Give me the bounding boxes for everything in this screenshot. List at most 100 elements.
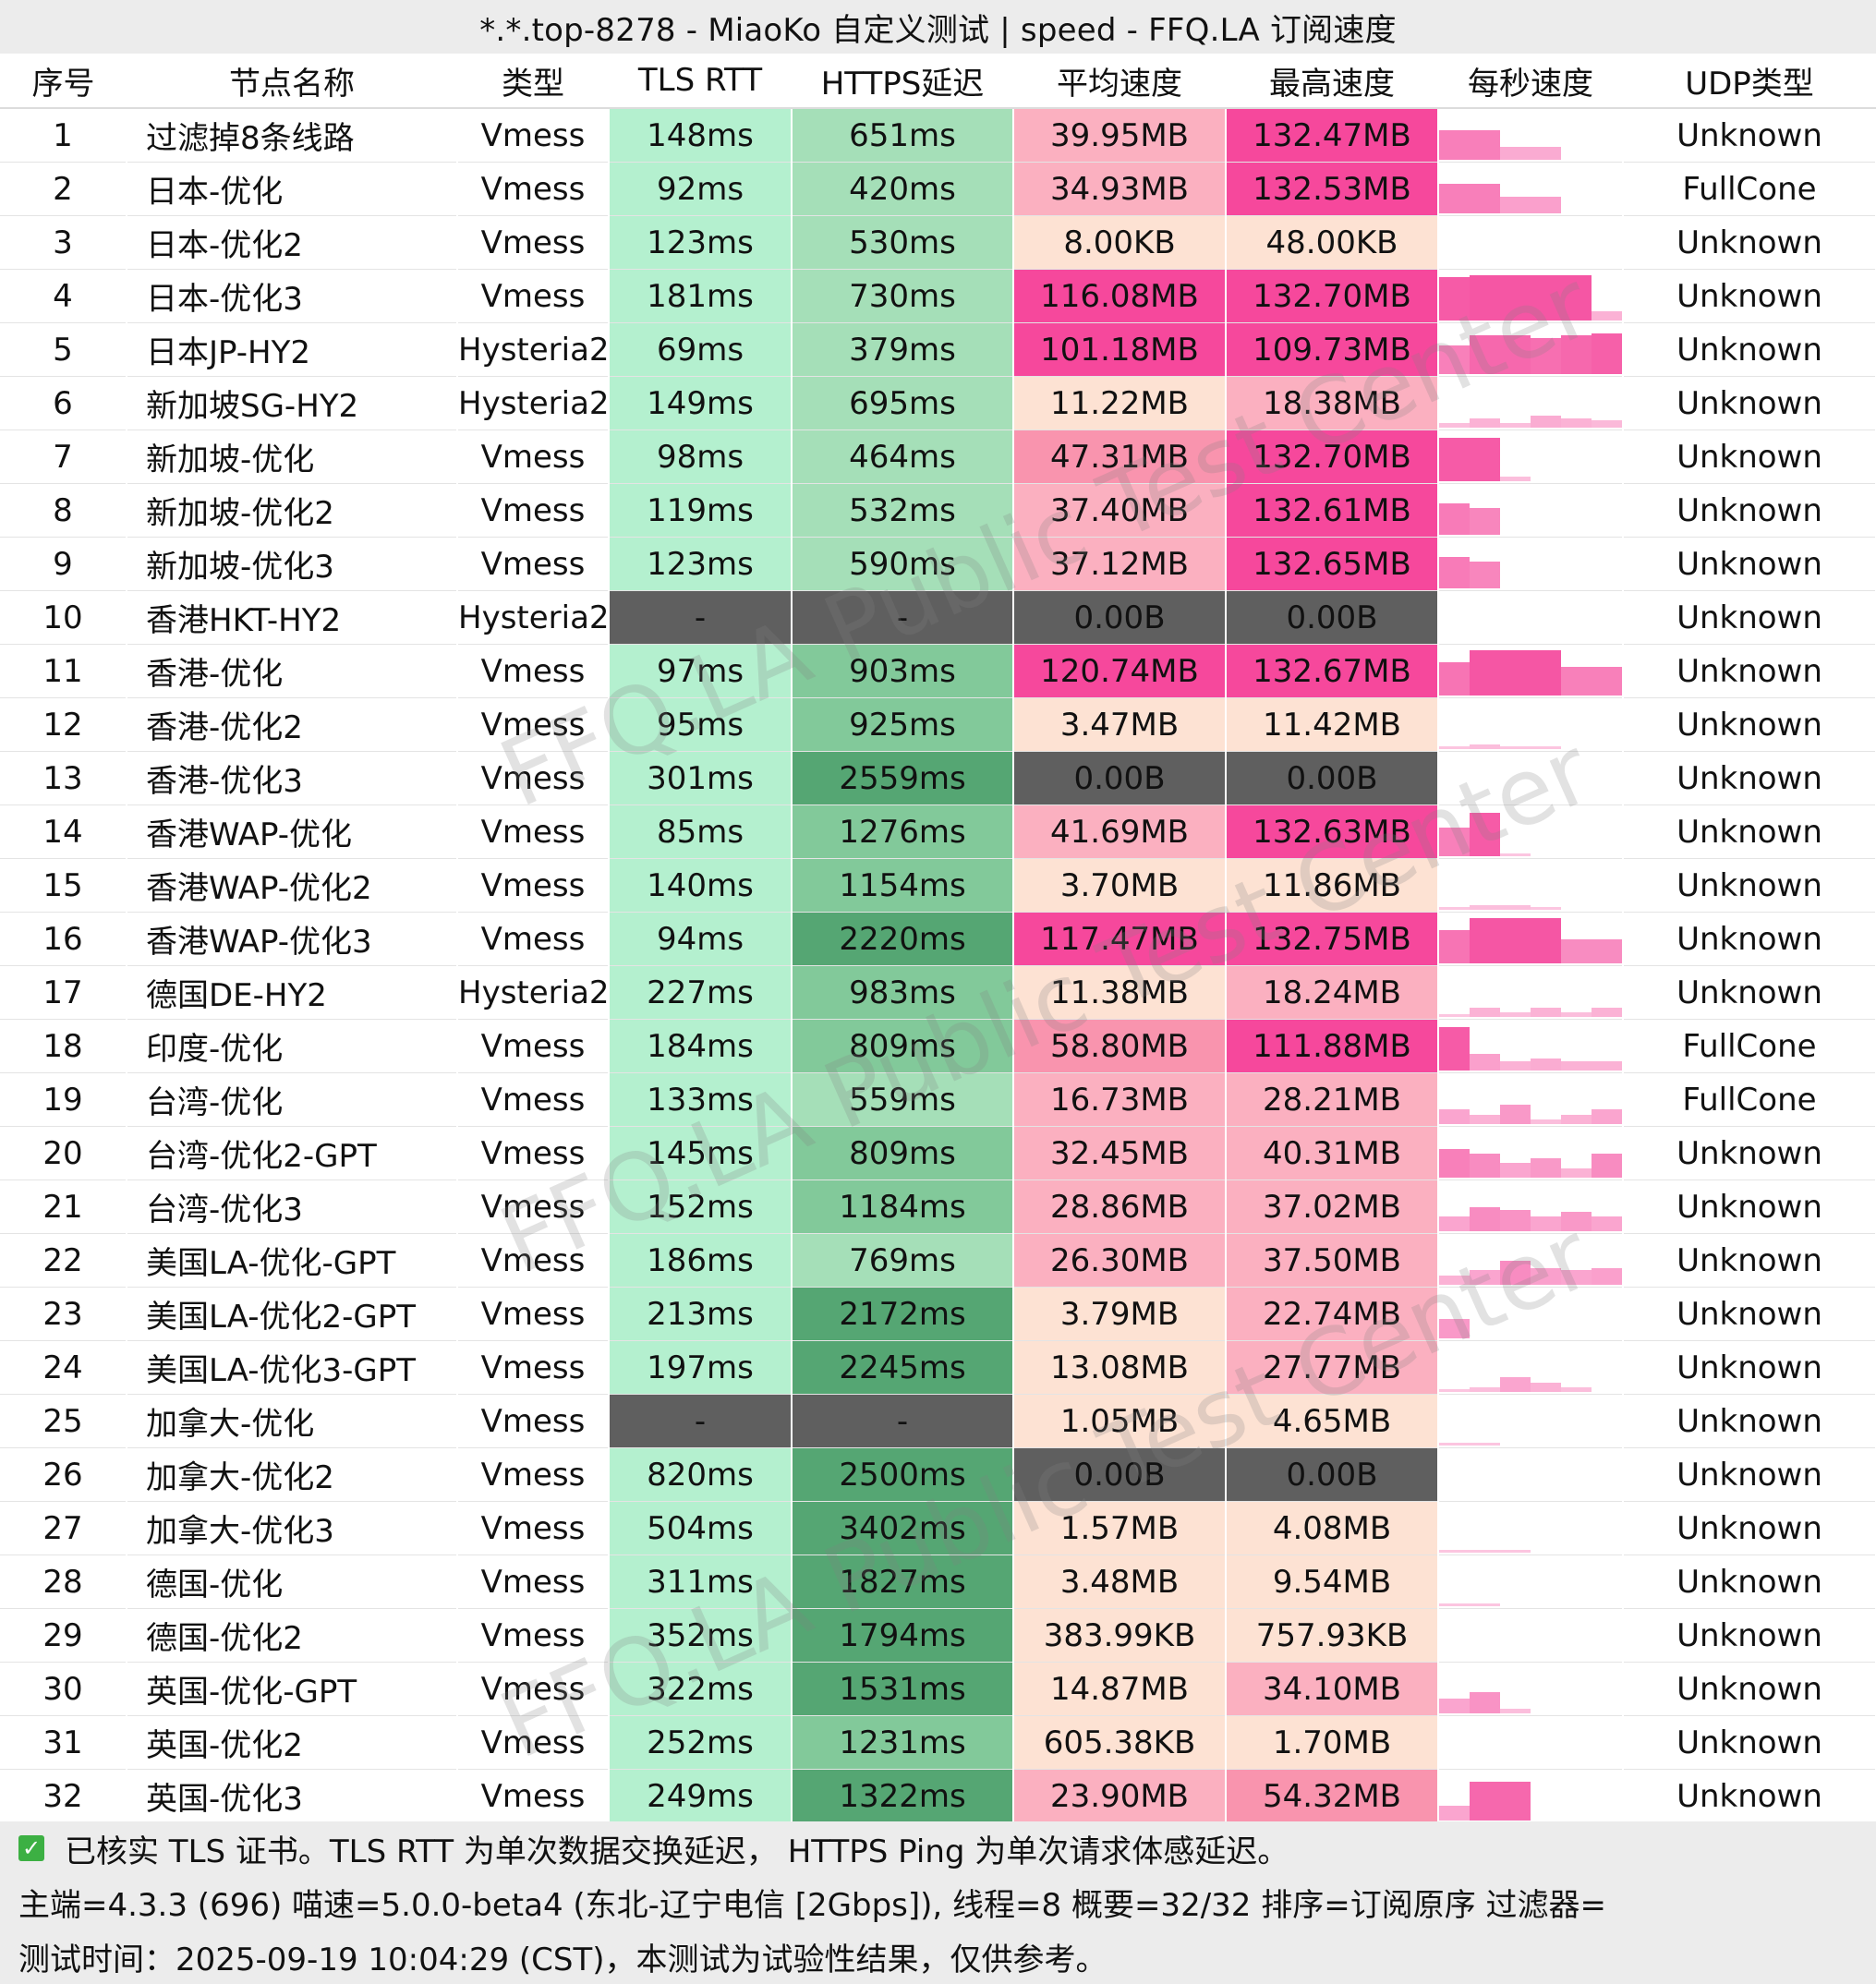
cell-type: Hysteria2 <box>457 322 610 377</box>
sparkline-bar <box>1531 1158 1561 1178</box>
sparkline-bar <box>1470 184 1500 213</box>
per-second-speed-sparkline <box>1438 108 1624 163</box>
cell-tls-rtt: 95ms <box>609 697 793 752</box>
cell-node-name: 印度-优化 <box>127 1019 458 1073</box>
cell-tls-rtt: - <box>609 590 793 645</box>
cell-https-latency: - <box>792 590 1014 645</box>
sparkline-bar <box>1439 1443 1470 1446</box>
cell-node-name: 台湾-优化2-GPT <box>127 1126 458 1180</box>
cell-tls-rtt: 133ms <box>609 1072 793 1127</box>
cell-tls-rtt: 322ms <box>609 1662 793 1716</box>
cell-tls-rtt: 145ms <box>609 1126 793 1180</box>
cell-https-latency: 925ms <box>792 697 1014 752</box>
per-second-speed-sparkline <box>1438 1072 1624 1127</box>
col-header-per-second-speed[interactable]: 每秒速度 <box>1438 54 1623 109</box>
table-row[interactable]: 29 德国-优化2 Vmess 352ms 1794ms 383.99KB 757.93KB… <box>0 1608 1876 1663</box>
cell-tls-rtt: 184ms <box>609 1019 793 1073</box>
sparkline-bar <box>1500 1782 1531 1821</box>
sparkline-bar <box>1561 939 1592 963</box>
table-row[interactable]: 5 日本JP-HY2 Hysteria2 69ms 379ms 101.18MB 109.7… <box>0 322 1876 377</box>
cell-avg-speed: 116.08MB <box>1013 269 1227 323</box>
table-row[interactable]: 9 新加坡-优化3 Vmess 123ms 590ms 37.12MB 132.65MB Un… <box>0 537 1876 591</box>
col-header-node-name[interactable]: 节点名称 <box>127 54 457 109</box>
table-row[interactable]: 26 加拿大-优化2 Vmess 820ms 2500ms 0.00B 0.00B Unkno… <box>0 1447 1876 1502</box>
table-row[interactable]: 24 美国LA-优化3-GPT Vmess 197ms 2245ms 13.08MB 27.… <box>0 1340 1876 1395</box>
table-row[interactable]: 18 印度-优化 Vmess 184ms 809ms 58.80MB 111.88MB Ful… <box>0 1019 1876 1073</box>
sparkline-bar <box>1470 918 1500 963</box>
table-row[interactable]: 11 香港-优化 Vmess 97ms 903ms 120.74MB 132.67MB Unk… <box>0 644 1876 698</box>
table-row[interactable]: 7 新加坡-优化 Vmess 98ms 464ms 47.31MB 132.70MB Unkn… <box>0 429 1876 484</box>
table-row[interactable]: 14 香港WAP-优化 Vmess 85ms 1276ms 41.69MB 132.63MB… <box>0 804 1876 859</box>
col-header-tls-rtt[interactable]: TLS RTT <box>609 54 792 109</box>
table-row[interactable]: 23 美国LA-优化2-GPT Vmess 213ms 2172ms 3.79MB 22.7… <box>0 1287 1876 1341</box>
table-row[interactable]: 13 香港-优化3 Vmess 301ms 2559ms 0.00B 0.00B Unknow… <box>0 751 1876 805</box>
sparkline-bar <box>1500 1210 1531 1231</box>
sparkline-chart <box>1439 918 1621 963</box>
sparkline-bar <box>1500 746 1531 749</box>
col-header-udp-type[interactable]: UDP类型 <box>1623 54 1876 109</box>
sparkline-chart <box>1439 905 1561 910</box>
cell-max-speed: 132.70MB <box>1226 429 1439 484</box>
cell-index: 1 <box>0 108 127 163</box>
cell-index: 11 <box>0 644 127 698</box>
cell-type: Vmess <box>457 483 610 538</box>
table-row[interactable]: 27 加拿大-优化3 Vmess 504ms 3402ms 1.57MB 4.08MB Unk… <box>0 1501 1876 1555</box>
table-row[interactable]: 12 香港-优化2 Vmess 95ms 925ms 3.47MB 11.42MB Unkno… <box>0 697 1876 752</box>
sparkline-chart <box>1439 813 1531 856</box>
per-second-speed-sparkline <box>1438 537 1624 591</box>
cell-udp-type: Unknown <box>1623 751 1876 805</box>
table-row[interactable]: 4 日本-优化3 Vmess 181ms 730ms 116.08MB 132.70MB Un… <box>0 269 1876 323</box>
col-header-max-speed[interactable]: 最高速度 <box>1226 54 1438 109</box>
sparkline-bar <box>1500 1550 1531 1553</box>
table-row[interactable]: 20 台湾-优化2-GPT Vmess 145ms 809ms 32.45MB 40.31M… <box>0 1126 1876 1180</box>
table-row[interactable]: 30 英国-优化-GPT Vmess 322ms 1531ms 14.87MB 34.10M… <box>0 1662 1876 1716</box>
per-second-speed-sparkline <box>1438 1662 1624 1716</box>
cell-max-speed: 28.21MB <box>1226 1072 1439 1127</box>
table-row[interactable]: 3 日本-优化2 Vmess 123ms 530ms 8.00KB 48.00KB Unkno… <box>0 215 1876 270</box>
table-row[interactable]: 25 加拿大-优化 Vmess - -1.05MB 4.65MB Unknown <box>0 1394 1876 1448</box>
cell-node-name: 加拿大-优化3 <box>127 1501 458 1555</box>
table-row[interactable]: 6 新加坡SG-HY2 Hysteria2 149ms 695ms 11.22MB 18.3… <box>0 376 1876 430</box>
sparkline-chart <box>1439 591 1623 644</box>
sparkline-bar <box>1531 1008 1561 1017</box>
cell-tls-rtt: 252ms <box>609 1715 793 1770</box>
cell-index: 30 <box>0 1662 127 1716</box>
cell-udp-type: Unknown <box>1623 804 1876 859</box>
sparkline-bar <box>1439 1806 1470 1821</box>
table-row[interactable]: 19 台湾-优化 Vmess 133ms 559ms 16.73MB 28.21MB Full… <box>0 1072 1876 1127</box>
table-row[interactable]: 2 日本-优化 Vmess 92ms 420ms 34.93MB 132.53MB FullC… <box>0 162 1876 216</box>
col-header-avg-speed[interactable]: 平均速度 <box>1013 54 1226 109</box>
sparkline-bar <box>1439 1109 1470 1124</box>
cell-avg-speed: 3.47MB <box>1013 697 1227 752</box>
sparkline-bar <box>1500 423 1531 428</box>
col-header-https-latency[interactable]: HTTPS延迟 <box>792 54 1013 109</box>
table-row[interactable]: 21 台湾-优化3 Vmess 152ms 1184ms 28.86MB 37.02MB Un… <box>0 1180 1876 1234</box>
table-row[interactable]: 31 英国-优化2 Vmess 252ms 1231ms 605.38KB 1.70MB Un… <box>0 1715 1876 1770</box>
per-second-speed-sparkline <box>1438 858 1624 913</box>
cell-https-latency: 1231ms <box>792 1715 1014 1770</box>
table-row[interactable]: 17 德国DE-HY2 Hysteria2 227ms 983ms 11.38MB 18.2… <box>0 965 1876 1020</box>
cell-max-speed: 37.50MB <box>1226 1233 1439 1288</box>
sparkline-chart <box>1439 1319 1470 1338</box>
cell-type: Vmess <box>457 1072 610 1127</box>
col-header-type[interactable]: 类型 <box>457 54 609 109</box>
table-row[interactable]: 1 过滤掉8条线路 Vmess 148ms 651ms 39.95MB 132.47MB Un… <box>0 108 1876 163</box>
table-row[interactable]: 28 德国-优化 Vmess 311ms 1827ms 3.48MB 9.54MB Unkno… <box>0 1555 1876 1609</box>
col-header-index[interactable]: 序号 <box>0 54 127 109</box>
table-row[interactable]: 8 新加坡-优化2 Vmess 119ms 532ms 37.40MB 132.61MB Un… <box>0 483 1876 538</box>
cell-https-latency: 590ms <box>792 537 1014 591</box>
cell-max-speed: 132.65MB <box>1226 537 1439 591</box>
table-row[interactable]: 22 美国LA-优化-GPT Vmess 186ms 769ms 26.30MB 37.50… <box>0 1233 1876 1288</box>
sparkline-bar <box>1531 746 1561 749</box>
table-row[interactable]: 16 香港WAP-优化3 Vmess 94ms 2220ms 117.47MB 132.75… <box>0 912 1876 966</box>
table-row[interactable]: 15 香港WAP-优化2 Vmess 140ms 1154ms 3.70MB 11.86MB… <box>0 858 1876 913</box>
table-row[interactable]: 32 英国-优化3 Vmess 249ms 1322ms 23.90MB 54.32MB Un… <box>0 1769 1876 1823</box>
cell-udp-type: FullCone <box>1623 1072 1876 1127</box>
sparkline-chart <box>1439 130 1561 160</box>
cell-https-latency: 379ms <box>792 322 1014 377</box>
sparkline-bar <box>1439 1550 1470 1553</box>
sparkline-bar <box>1439 438 1470 481</box>
table-row[interactable]: 10 香港HKT-HY2 Hysteria2- -0.00B 0.00B Unknown <box>0 590 1876 645</box>
sparkline-bar <box>1439 1027 1470 1071</box>
sparkline-bar <box>1470 1550 1500 1553</box>
